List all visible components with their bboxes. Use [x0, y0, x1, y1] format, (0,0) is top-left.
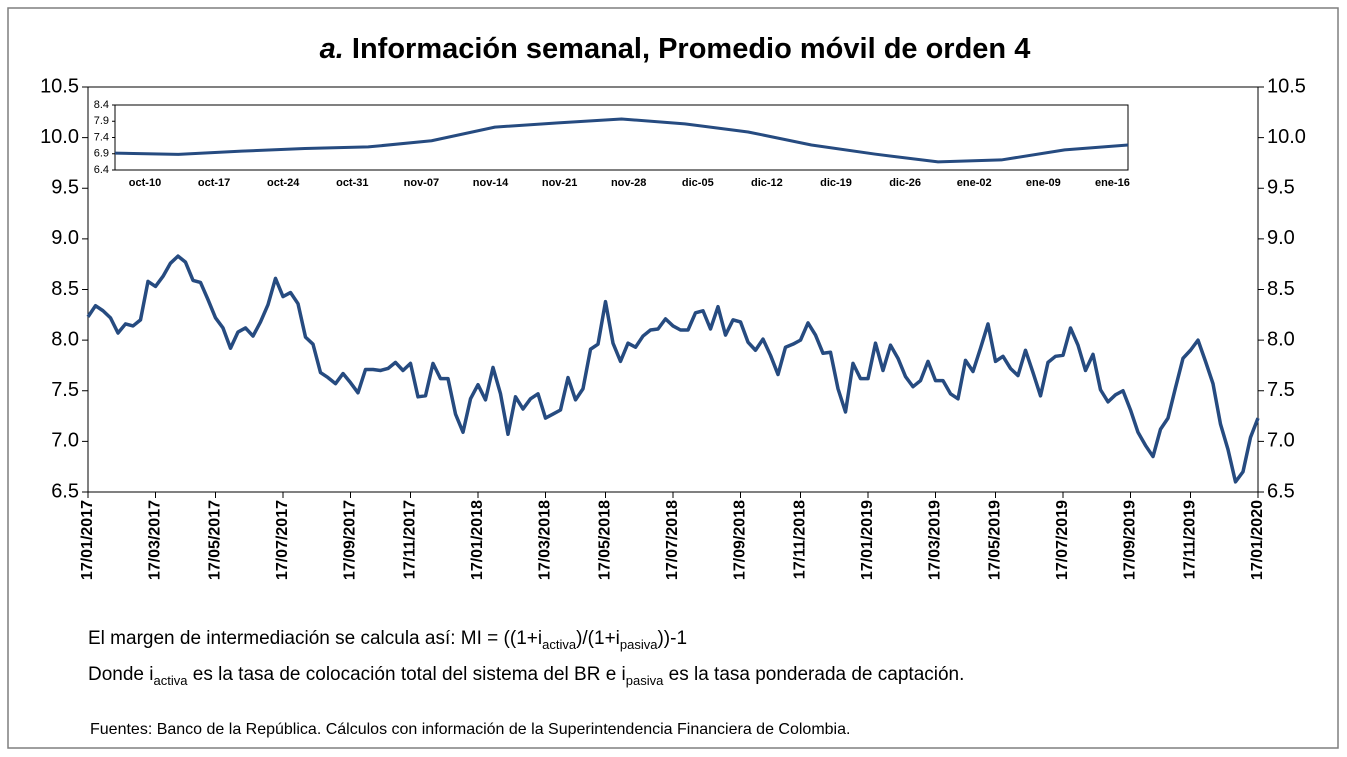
y-tick-label: 6.4	[94, 164, 109, 176]
x-tick-label: ene-02	[957, 177, 992, 189]
x-tick-label: 17/11/2017	[402, 500, 419, 579]
x-tick-label: dic-05	[682, 177, 714, 189]
note-text: )/(1+i	[576, 628, 620, 649]
data-line	[114, 117, 1129, 164]
x-tick-label: 17/07/2019	[1054, 500, 1071, 580]
y-tick-label: 6.5	[51, 480, 79, 502]
note-line: Donde iactiva es la tasa de colocación t…	[88, 664, 964, 688]
x-tick-label: 17/01/2018	[469, 500, 486, 580]
y-tick-label: 7.5	[51, 379, 79, 401]
x-tick-label: oct-31	[336, 177, 368, 189]
y-tick-label: 8.0	[51, 328, 79, 350]
x-tick-label: 17/01/2020	[1249, 500, 1266, 580]
x-tick-label: ene-09	[1026, 177, 1061, 189]
y-tick-label: 8.4	[94, 99, 109, 111]
y2-tick-label: 10.0	[1267, 126, 1306, 148]
x-tick-label: 17/01/2019	[859, 500, 876, 580]
x-tick-label: dic-26	[889, 177, 921, 189]
note-text: El margen de intermediación se calcula a…	[88, 628, 542, 649]
inset-plot-area	[114, 104, 1129, 171]
y2-tick-label: 10.5	[1267, 75, 1306, 97]
y-tick-label: 6.9	[94, 148, 109, 160]
x-tick-label: 17/05/2018	[597, 500, 614, 580]
y-tick-label: 9.0	[51, 227, 79, 249]
y-tick-label: 10.0	[40, 126, 79, 148]
data-line	[86, 254, 1260, 484]
note-text: ))-1	[657, 628, 687, 649]
x-tick-label: nov-14	[473, 177, 509, 189]
note-sub: activa	[154, 673, 189, 688]
x-tick-label: 17/09/2019	[1122, 500, 1139, 580]
chart-title: a. Información semanal, Promedio móvil d…	[320, 33, 1031, 65]
x-tick-label: nov-21	[542, 177, 577, 189]
note-sub: pasiva	[620, 637, 658, 652]
x-tick-label: ene-16	[1095, 177, 1130, 189]
x-tick-label: oct-10	[129, 177, 161, 189]
x-tick-label: 17/03/2018	[537, 500, 554, 580]
x-tick-label: 17/11/2018	[792, 500, 809, 579]
y-tick-label: 7.0	[51, 430, 79, 452]
x-tick-label: dic-12	[751, 177, 783, 189]
y-tick-label: 9.5	[51, 177, 79, 199]
x-tick-label: 17/05/2019	[987, 500, 1004, 580]
note-sub: pasiva	[626, 673, 664, 688]
note-text: Donde i	[88, 664, 154, 685]
note-line: El margen de intermediación se calcula a…	[88, 628, 687, 652]
y2-tick-label: 9.0	[1267, 227, 1295, 249]
x-tick-label: 17/11/2019	[1182, 500, 1199, 579]
x-tick-label: oct-17	[198, 177, 230, 189]
y2-tick-label: 7.0	[1267, 430, 1295, 452]
title-text: Información semanal, Promedio móvil de o…	[352, 33, 1030, 65]
note-text: es la tasa ponderada de captación.	[663, 664, 964, 685]
y-tick-label: 8.5	[51, 278, 79, 300]
y-tick-label: 7.9	[94, 115, 109, 127]
x-tick-label: nov-28	[611, 177, 646, 189]
x-tick-label: dic-19	[820, 177, 852, 189]
x-tick-label: 17/03/2019	[927, 500, 944, 580]
x-tick-label: 17/01/2017	[79, 500, 96, 580]
title-prefix: a.	[320, 33, 344, 65]
x-tick-label: 17/07/2018	[664, 500, 681, 580]
note-sub: activa	[542, 637, 577, 652]
y2-tick-label: 8.0	[1267, 328, 1295, 350]
y-tick-label: 7.4	[94, 131, 109, 143]
x-tick-label: 17/07/2017	[274, 500, 291, 580]
y-tick-label: 10.5	[40, 75, 79, 97]
y2-tick-label: 9.5	[1267, 177, 1295, 199]
x-tick-label: 17/09/2018	[732, 500, 749, 580]
source-note: Fuentes: Banco de la República. Cálculos…	[90, 721, 850, 738]
note-text: es la tasa de colocación total del siste…	[187, 664, 625, 685]
x-tick-label: nov-07	[404, 177, 439, 189]
y2-tick-label: 7.5	[1267, 379, 1295, 401]
x-tick-label: oct-24	[267, 177, 300, 189]
x-tick-label: 17/03/2017	[147, 500, 164, 580]
y2-tick-label: 8.5	[1267, 278, 1295, 300]
x-tick-label: 17/05/2017	[207, 500, 224, 580]
y2-tick-label: 6.5	[1267, 480, 1295, 502]
x-tick-label: 17/09/2017	[342, 500, 359, 580]
